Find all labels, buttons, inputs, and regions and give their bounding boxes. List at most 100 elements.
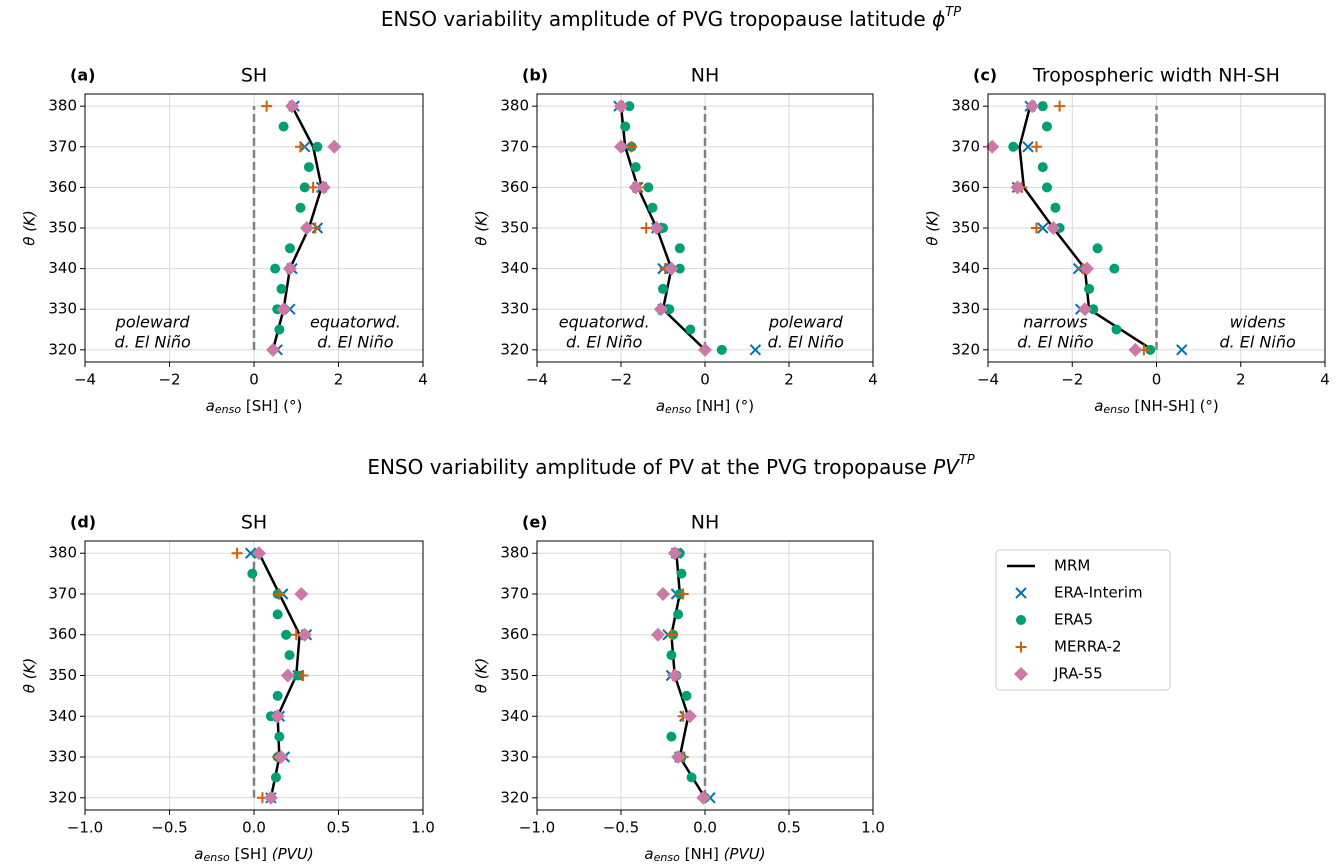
marker [1145,344,1156,355]
y-tick-label: 360 [48,178,77,196]
y-tick-label: 370 [500,584,529,602]
x-tick-label: 0 [1152,371,1162,389]
marker [716,344,727,355]
x-tick-label: −1.0 [519,819,555,837]
legend-label: MERRA-2 [1054,638,1122,656]
x-tick-label: 0.0 [242,819,266,837]
marker [665,629,677,641]
title-text: ENSO variability amplitude of PV at the … [367,455,933,479]
panel-label: (c) [973,66,997,85]
x-tick-label: 0.5 [777,819,801,837]
x-label-text: [SH] (°) [241,397,302,415]
annotation: poleward [115,313,191,332]
marker [276,283,287,294]
y-tick-label: 340 [48,707,77,725]
marker [674,263,685,274]
marker [303,162,314,173]
x-label-text: [NH-SH] (°) [1130,397,1219,415]
marker [294,141,306,153]
y-tick-label: 360 [48,625,77,643]
marker [280,668,295,683]
marker [677,588,689,600]
marker [1079,261,1094,276]
marker [297,670,309,681]
legend-label: JRA-55 [1053,665,1103,683]
x-label-subscript: enso [203,851,229,864]
x-tick-label: 1.0 [861,819,885,837]
marker [1025,99,1040,114]
marker [1037,101,1048,112]
title-superscript: TP [959,453,975,468]
marker [671,750,686,765]
marker [1092,243,1103,254]
y-tick-label: 350 [48,666,77,684]
marker [649,221,664,235]
marker [252,546,267,561]
marker [643,182,654,193]
legend-marker [1016,615,1026,625]
figure-title: ENSO variability amplitude of PVG tropop… [381,5,961,31]
y-tick-label: 320 [500,340,529,358]
y-tick-label: 370 [48,584,77,602]
y-tick-label: 330 [500,300,529,318]
marker [681,690,692,701]
marker [263,790,278,805]
marker [1084,283,1095,294]
title-symbol: PV [933,455,960,479]
marker [316,180,331,195]
x-axis-label: aenso [SH] (°) [206,397,303,417]
marker [274,731,285,742]
y-tick-label: 380 [951,97,980,115]
y-tick-label: 330 [951,300,980,318]
marker [270,263,281,274]
marker [295,202,306,213]
figure-title: ENSO variability amplitude of PV at the … [367,453,975,479]
x-tick-label: −2 [610,371,632,389]
marker [247,568,258,579]
legend-marker [1015,587,1027,599]
y-tick-label: 370 [951,137,980,155]
marker [231,547,243,559]
x-axis-label: aenso [NH] (PVU) [644,845,765,865]
marker [294,586,309,601]
marker [664,304,675,315]
panel-title: SH [241,65,267,87]
x-label-symbol: a [656,397,665,415]
x-tick-label: −1.0 [67,819,103,837]
y-tick-label: 330 [48,300,77,318]
marker [685,324,696,335]
y-axis-label: θ (K) [21,210,39,246]
marker [1030,141,1042,153]
annotation: d. El Niño [1017,333,1094,352]
x-label-subscript: enso [1103,403,1129,416]
annotation: widens [1230,313,1286,332]
marker [676,568,687,579]
x-tick-label: −4 [977,371,999,389]
marker [647,202,658,213]
marker [696,790,711,805]
marker [673,609,684,620]
y-tick-label: 360 [500,178,529,196]
legend-box [995,549,1171,691]
marker [1050,202,1061,213]
annotation: d. El Niño [768,333,845,352]
marker [285,99,300,114]
legend-label: ERA5 [1054,611,1093,629]
y-tick-label: 350 [951,219,980,237]
x-tick-label: 0.5 [327,819,351,837]
x-tick-label: 2 [1236,371,1246,389]
x-label-text: [SH] [230,845,272,863]
marker [1008,141,1019,152]
x-tick-label: 4 [868,371,878,389]
x-label-unit: (PVU) [272,845,314,863]
x-tick-label: 0 [700,371,710,389]
marker [1109,263,1120,274]
marker [650,627,665,642]
y-tick-label: 340 [500,259,529,277]
marker [1054,100,1066,112]
x-tick-label: −4 [526,371,548,389]
panel-title: NH [691,512,720,534]
annotation: d. El Niño [317,333,394,352]
marker [1037,162,1048,173]
plot-frame [536,93,874,363]
